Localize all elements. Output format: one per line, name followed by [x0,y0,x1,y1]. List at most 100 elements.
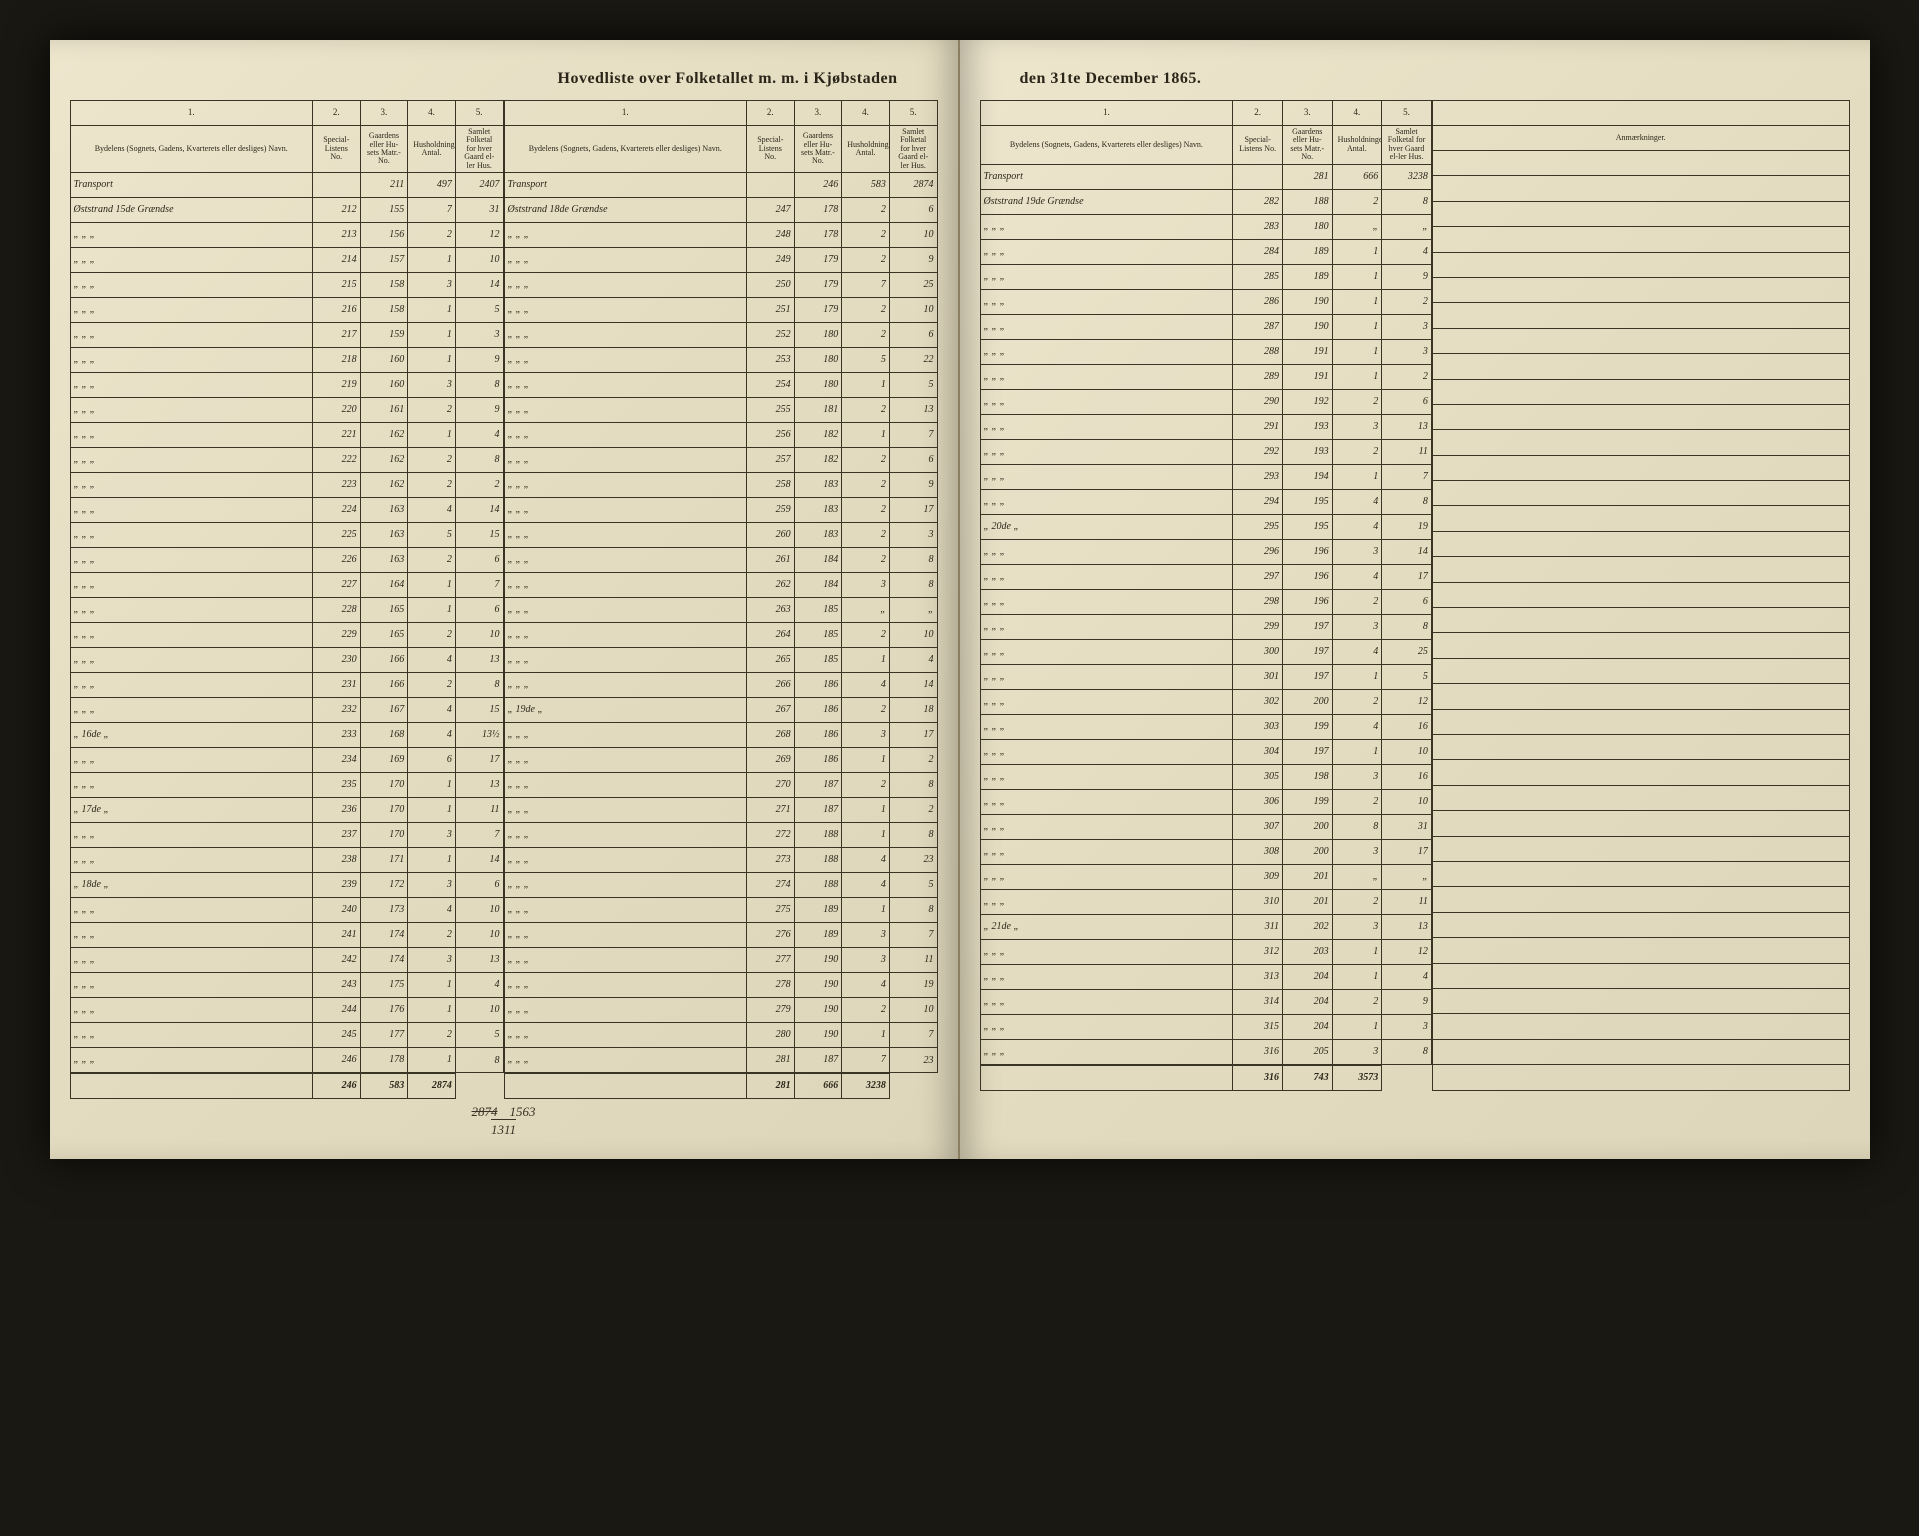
row-matr: 179 [794,297,842,322]
row-matr: 182 [794,422,842,447]
row-folket: 8 [1382,189,1432,214]
row-husb: 2 [842,197,890,222]
row-matr: 159 [360,322,408,347]
row-matr: 174 [360,922,408,947]
row-spec: 292 [1233,439,1283,464]
colhead-folket: Samlet Folketal for hver Gaard el-ler Hu… [455,126,503,173]
row-husb: 1 [842,822,890,847]
row-matr: 166 [360,672,408,697]
row-spec: 242 [312,947,360,972]
row-folket: 13 [455,947,503,972]
table-row: „ „ „215158314 [70,272,503,297]
table-row: „ „ „278190419 [504,972,937,997]
row-matr: 161 [360,397,408,422]
remark-row [1432,1014,1849,1039]
table-row: „ „ „22816516 [70,597,503,622]
row-husb: 1 [1332,264,1382,289]
transport-val [1233,164,1283,189]
row-spec: 308 [1233,839,1283,864]
row-spec: 218 [312,347,360,372]
row-spec: 314 [1233,989,1283,1014]
row-husb: 1 [408,597,456,622]
ledger-block-b: 1. 2. 3. 4. 5. Bydelens (Sognets, Gadens… [504,100,938,1099]
row-matr: 195 [1282,514,1332,539]
transport-val: 3238 [1382,164,1432,189]
row-spec: 283 [1233,214,1283,239]
row-matr: 190 [1282,289,1332,314]
row-name: „ „ „ [70,1047,312,1073]
row-spec: 231 [312,672,360,697]
row-folket: 13 [889,397,937,422]
row-husb: 2 [1332,189,1382,214]
row-matr: 191 [1282,339,1332,364]
row-name: „ „ „ [980,1039,1233,1065]
row-folket: 4 [1382,239,1432,264]
row-matr: 188 [794,822,842,847]
row-spec: 245 [312,1022,360,1047]
left-page: Hovedliste over Folketallet m. m. i Kjøb… [50,40,960,1159]
remark-row [1432,658,1849,683]
remark-row [1432,481,1849,506]
row-folket: 8 [889,897,937,922]
row-folket: 6 [889,197,937,222]
row-husb: 1 [842,747,890,772]
row-husb: 3 [842,947,890,972]
remark-row [1432,1039,1849,1064]
row-husb: 1 [408,422,456,447]
row-folket: 8 [455,372,503,397]
row-spec: 298 [1233,589,1283,614]
row-spec: 228 [312,597,360,622]
row-matr: 184 [794,547,842,572]
row-husb: 2 [842,772,890,797]
row-name: „ „ „ [70,422,312,447]
row-husb: 1 [842,422,890,447]
row-name: „ „ „ [70,572,312,597]
row-folket: 5 [889,872,937,897]
table-row: „ „ „25718226 [504,447,937,472]
colnum-4: 4. [408,101,456,126]
row-matr: 164 [360,572,408,597]
row-folket: 4 [455,972,503,997]
transport-label: Transport [504,172,746,197]
remark-row [1432,531,1849,556]
row-husb: 1 [408,772,456,797]
row-husb: 2 [842,397,890,422]
row-name: „ „ „ [70,672,312,697]
remark-row [1432,633,1849,658]
row-folket: 3 [1382,1014,1432,1039]
row-name: „ „ „ [70,947,312,972]
row-spec: 219 [312,372,360,397]
row-folket: 8 [889,572,937,597]
row-husb: 3 [408,947,456,972]
row-husb: 5 [408,522,456,547]
table-row: „ „ „292193211 [980,439,1431,464]
table-row: „ „ „251179210 [504,297,937,322]
row-husb: 2 [842,297,890,322]
row-matr: 158 [360,297,408,322]
row-husb: „ [842,597,890,622]
row-spec: 230 [312,647,360,672]
row-spec: 287 [1233,314,1283,339]
row-name: „ 18de „ [70,872,312,897]
row-husb: 4 [408,697,456,722]
row-spec: 275 [746,897,794,922]
row-name: „ „ „ [980,314,1233,339]
row-spec: 315 [1233,1014,1283,1039]
row-name: „ „ „ [504,722,746,747]
row-husb: 3 [1332,414,1382,439]
row-name: Øststrand 19de Grændse [980,189,1233,214]
row-husb: 1 [408,797,456,822]
row-name: „ „ „ [980,664,1233,689]
remark-row [1432,557,1849,582]
row-spec: 271 [746,797,794,822]
row-matr: 162 [360,422,408,447]
row-name: „ „ „ [504,622,746,647]
row-name: „ „ „ [70,697,312,722]
row-folket: 14 [455,272,503,297]
footer-val: 743 [1282,1065,1332,1091]
table-row: „ „ „27518918 [504,897,937,922]
row-name: „ „ „ [980,964,1233,989]
row-spec: 266 [746,672,794,697]
row-matr: 186 [794,672,842,697]
row-matr: 179 [794,247,842,272]
